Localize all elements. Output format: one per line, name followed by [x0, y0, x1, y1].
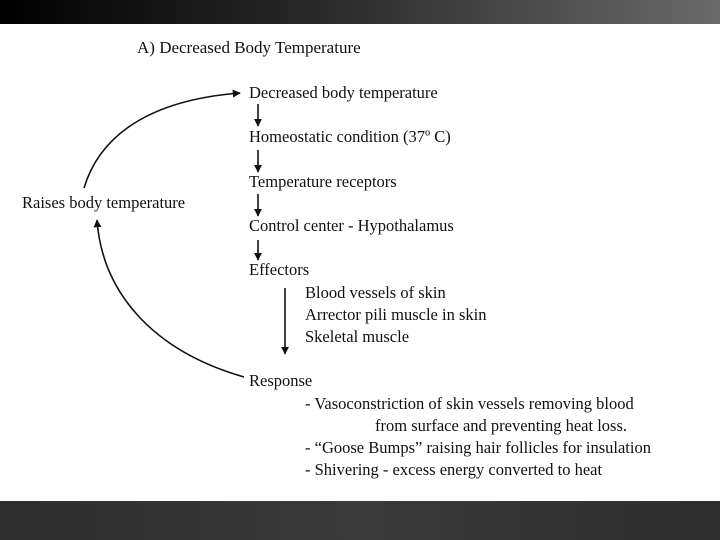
top-banner	[0, 0, 720, 24]
diagram-title: A) Decreased Body Temperature	[137, 38, 361, 57]
step-effectors: Effectors	[249, 260, 310, 279]
response-item-goose-bumps: - “Goose Bumps” raising hair follicles f…	[305, 438, 651, 457]
stimulus-label: Decreased body temperature	[249, 83, 438, 102]
step-temperature-receptors: Temperature receptors	[249, 172, 397, 191]
step-homeostatic-condition: Homeostatic condition (37º C)	[249, 127, 451, 146]
step-control-center: Control center - Hypothalamus	[249, 216, 454, 235]
response-item-vasoconstriction: - Vasoconstriction of skin vessels remov…	[305, 394, 634, 413]
effector-arrector-pili: Arrector pili muscle in skin	[305, 305, 487, 324]
feedback-label: Raises body temperature	[22, 193, 186, 212]
response-item-vasoconstriction-cont: from surface and preventing heat loss.	[375, 416, 627, 435]
slide-content	[0, 24, 720, 501]
arrow-response-to-raises	[93, 219, 245, 378]
response-label: Response	[249, 371, 313, 390]
effector-skeletal-muscle: Skeletal muscle	[305, 327, 410, 346]
bottom-banner	[0, 501, 720, 540]
arrow-raises-to-stimulus	[83, 89, 241, 189]
response-item-shivering: - Shivering - excess energy converted to…	[305, 460, 603, 479]
effector-blood-vessels: Blood vessels of skin	[305, 283, 446, 302]
